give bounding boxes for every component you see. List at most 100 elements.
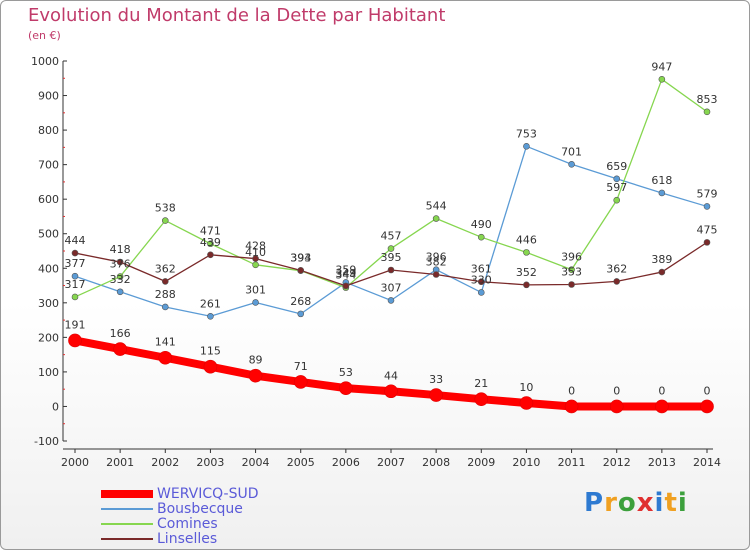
logo-letter: t <box>664 488 678 518</box>
line-chart: -100010020030040050060070080090010002000… <box>31 55 721 469</box>
tick-labels: -100010020030040050060070080090010002000… <box>31 55 721 469</box>
data-label: 115 <box>200 345 221 358</box>
series-points <box>68 76 714 414</box>
legend-swatch <box>101 523 153 525</box>
data-label: 396 <box>561 251 582 264</box>
data-label: 947 <box>651 60 672 73</box>
data-point <box>703 239 711 246</box>
data-label: 475 <box>697 223 718 236</box>
data-point <box>207 240 214 248</box>
data-point <box>384 384 398 399</box>
data-point <box>387 245 395 252</box>
data-label: 33 <box>429 373 443 386</box>
y-tick-label: 700 <box>38 159 59 172</box>
data-label: 394 <box>290 251 311 264</box>
data-point <box>116 258 124 266</box>
data-point <box>207 251 214 259</box>
y-tick-label: 100 <box>38 366 59 379</box>
data-label: 0 <box>613 384 620 397</box>
legend-swatch <box>101 508 153 510</box>
data-label: 301 <box>245 283 266 296</box>
axes <box>62 60 713 453</box>
data-label: 579 <box>697 187 718 200</box>
data-point <box>568 266 575 273</box>
legend-label: Bousbecque <box>157 501 243 517</box>
data-label: 10 <box>519 381 533 394</box>
legend-swatch <box>101 490 153 498</box>
data-point <box>477 289 485 296</box>
data-point <box>252 261 259 269</box>
data-label: 396 <box>426 251 447 264</box>
data-point <box>568 160 575 168</box>
data-point <box>703 203 711 210</box>
data-point <box>429 388 443 402</box>
data-label: 44 <box>384 369 398 382</box>
data-label: 597 <box>606 181 627 194</box>
data-label: 166 <box>110 327 131 340</box>
data-point <box>700 399 714 414</box>
data-point <box>116 273 124 280</box>
data-point <box>474 392 489 407</box>
data-label: 288 <box>155 288 176 301</box>
y-tick-label: -100 <box>34 435 59 448</box>
x-tick-label: 2005 <box>287 456 315 469</box>
data-label: 393 <box>290 252 311 265</box>
data-label: 362 <box>606 262 627 275</box>
x-tick-label: 2007 <box>377 456 405 469</box>
data-labels: 191 166 141 115 89 71 53 44 33 21 10 0 0 0 0 377 332 288 2… <box>65 60 718 397</box>
data-point <box>71 293 79 301</box>
x-tick-label: 2008 <box>422 456 450 469</box>
legend-label: Linselles <box>157 531 218 547</box>
data-point <box>68 333 82 348</box>
data-label: 457 <box>381 230 402 243</box>
y-tick-label: 900 <box>38 90 59 103</box>
logo-letter: r <box>604 488 618 518</box>
data-label: 359 <box>335 263 356 276</box>
x-tick-label: 2004 <box>242 456 270 469</box>
data-point <box>339 381 353 395</box>
x-tick-label: 2014 <box>693 456 721 469</box>
x-tick-label: 2002 <box>151 456 179 469</box>
x-tick-label: 2003 <box>196 456 224 469</box>
data-point <box>158 350 173 365</box>
data-label: 268 <box>290 295 311 308</box>
y-tick-label: 600 <box>38 193 59 206</box>
data-label: 0 <box>704 384 711 397</box>
data-label: 701 <box>561 145 582 158</box>
data-label: 618 <box>651 174 672 187</box>
data-label: 389 <box>651 253 672 266</box>
proxiti-logo: Proxiti <box>584 488 688 518</box>
y-tick-label: 1000 <box>31 55 59 68</box>
data-point <box>613 175 621 183</box>
y-tick-label: 500 <box>38 228 59 241</box>
data-point <box>248 368 263 383</box>
y-tick-label: 0 <box>52 400 59 413</box>
data-label: 659 <box>606 160 627 173</box>
data-label: 446 <box>516 233 537 246</box>
data-point <box>609 399 624 414</box>
data-point <box>342 282 350 290</box>
data-label: 352 <box>516 266 537 279</box>
data-point <box>519 396 534 410</box>
data-point <box>252 255 259 262</box>
data-point <box>703 108 711 116</box>
data-label: 439 <box>200 236 221 249</box>
data-point <box>116 288 124 296</box>
data-point <box>523 281 530 289</box>
data-label: 0 <box>658 384 665 397</box>
data-label: 544 <box>426 200 447 213</box>
data-label: 71 <box>294 360 308 373</box>
x-tick-label: 2009 <box>467 456 495 469</box>
chart-title: Evolution du Montant de la Dette par Hab… <box>28 5 446 26</box>
data-label: 141 <box>155 336 176 349</box>
data-point <box>564 399 579 414</box>
data-label: 191 <box>65 318 86 331</box>
data-point <box>613 196 621 204</box>
data-point <box>252 299 259 306</box>
data-point <box>613 278 621 285</box>
data-point <box>655 399 669 414</box>
x-tick-label: 2006 <box>332 456 360 469</box>
data-point <box>477 278 485 286</box>
data-label: 410 <box>245 246 266 259</box>
data-point <box>71 272 79 280</box>
